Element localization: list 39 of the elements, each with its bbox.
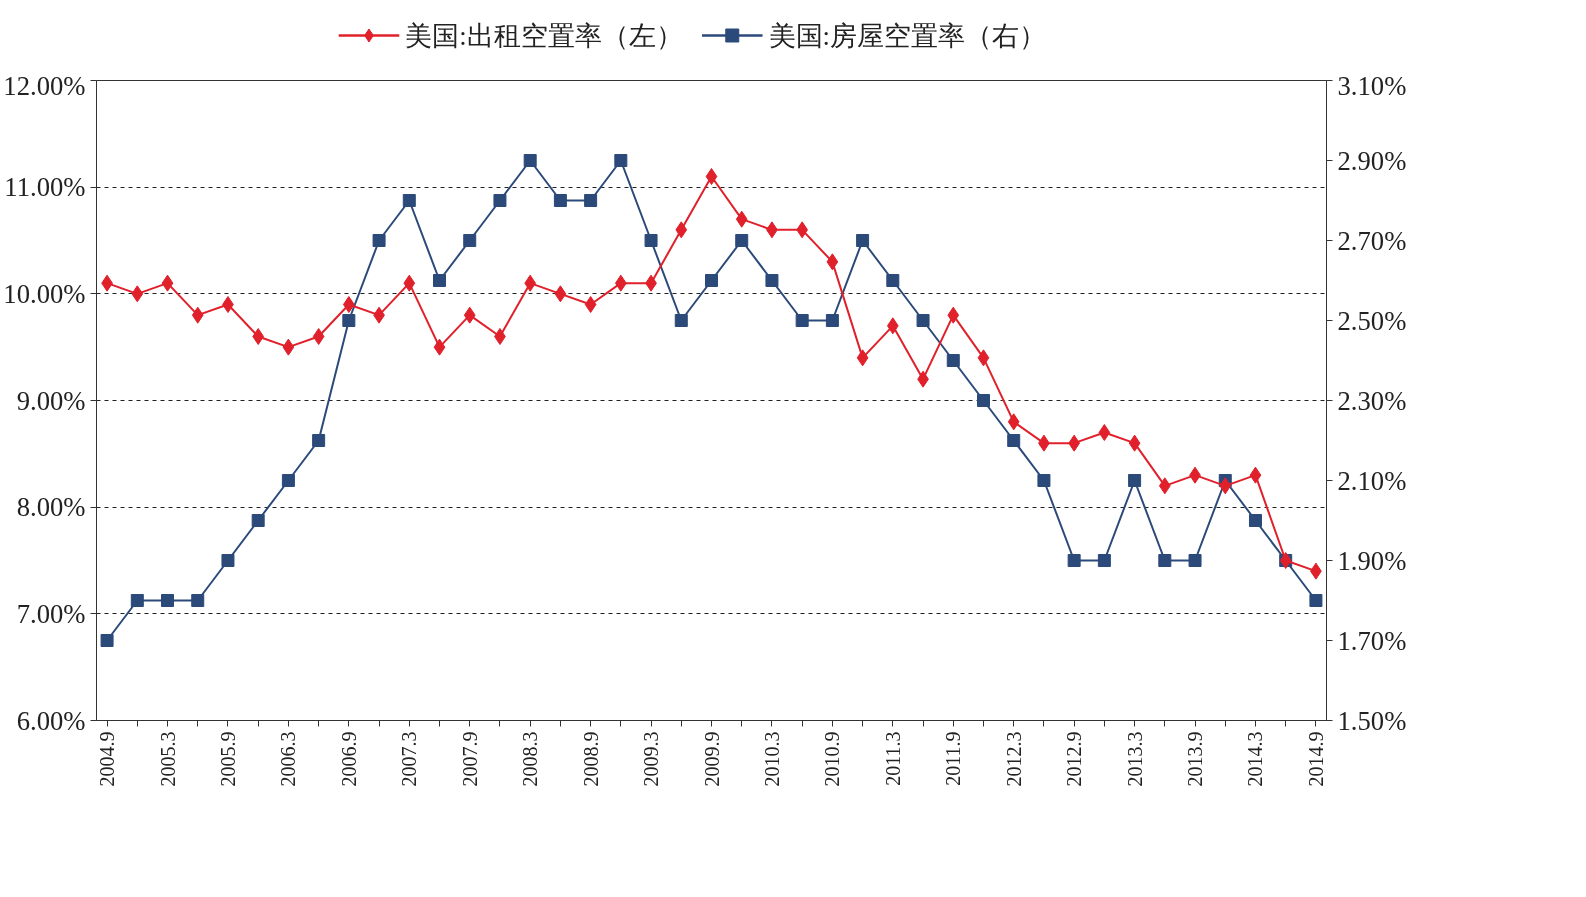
x-tick-label: 2014.3 [1244,731,1267,787]
x-tick-label: 2004.9 [96,731,119,787]
legend-label: 美国:出租空置率（左） [405,20,683,51]
x-tick-label: 2007.9 [458,731,481,787]
y2-tick-label: 2.30% [1337,385,1407,416]
y-tick-label: 10.00% [3,278,86,309]
x-tick-label: 2008.9 [579,731,602,787]
x-tick-label: 2012.9 [1063,731,1086,787]
x-tick-label: 2009.3 [640,731,663,787]
x-tick-label: 2006.9 [337,731,360,787]
y-tick-label: 7.00% [16,598,86,629]
x-tick-label: 2011.3 [881,731,904,786]
y-tick-label: 12.00% [3,70,86,101]
y2-tick-label: 2.70% [1337,225,1407,256]
y-tick-label: 6.00% [16,705,86,736]
x-tick-label: 2005.3 [156,731,179,787]
legend-label: 美国:房屋空置率（右） [768,20,1047,51]
y-tick-label: 8.00% [16,492,86,523]
y2-tick-label: 1.90% [1337,545,1407,576]
x-tick-label: 2009.9 [700,731,723,787]
x-tick-label: 2010.9 [821,731,844,787]
x-tick-label: 2013.9 [1184,731,1207,787]
y2-tick-label: 2.50% [1337,305,1407,336]
x-tick-label: 2005.9 [216,731,239,787]
x-tick-label: 2010.3 [760,731,783,787]
x-tick-label: 2013.3 [1123,731,1146,787]
y2-tick-label: 1.50% [1337,705,1407,736]
y-tick-label: 11.00% [4,172,86,203]
y-tick-label: 9.00% [16,385,86,416]
x-tick-label: 2008.3 [519,731,542,787]
x-tick-label: 2014.9 [1304,731,1327,787]
x-tick-label: 2012.3 [1002,731,1025,787]
y2-tick-label: 1.70% [1337,625,1407,656]
y2-tick-label: 2.10% [1337,465,1407,496]
y2-tick-label: 2.90% [1337,145,1407,176]
x-tick-label: 2006.3 [277,731,300,787]
x-tick-label: 2007.3 [398,731,421,787]
y2-tick-label: 3.10% [1337,70,1407,101]
x-tick-label: 2011.9 [942,731,965,786]
